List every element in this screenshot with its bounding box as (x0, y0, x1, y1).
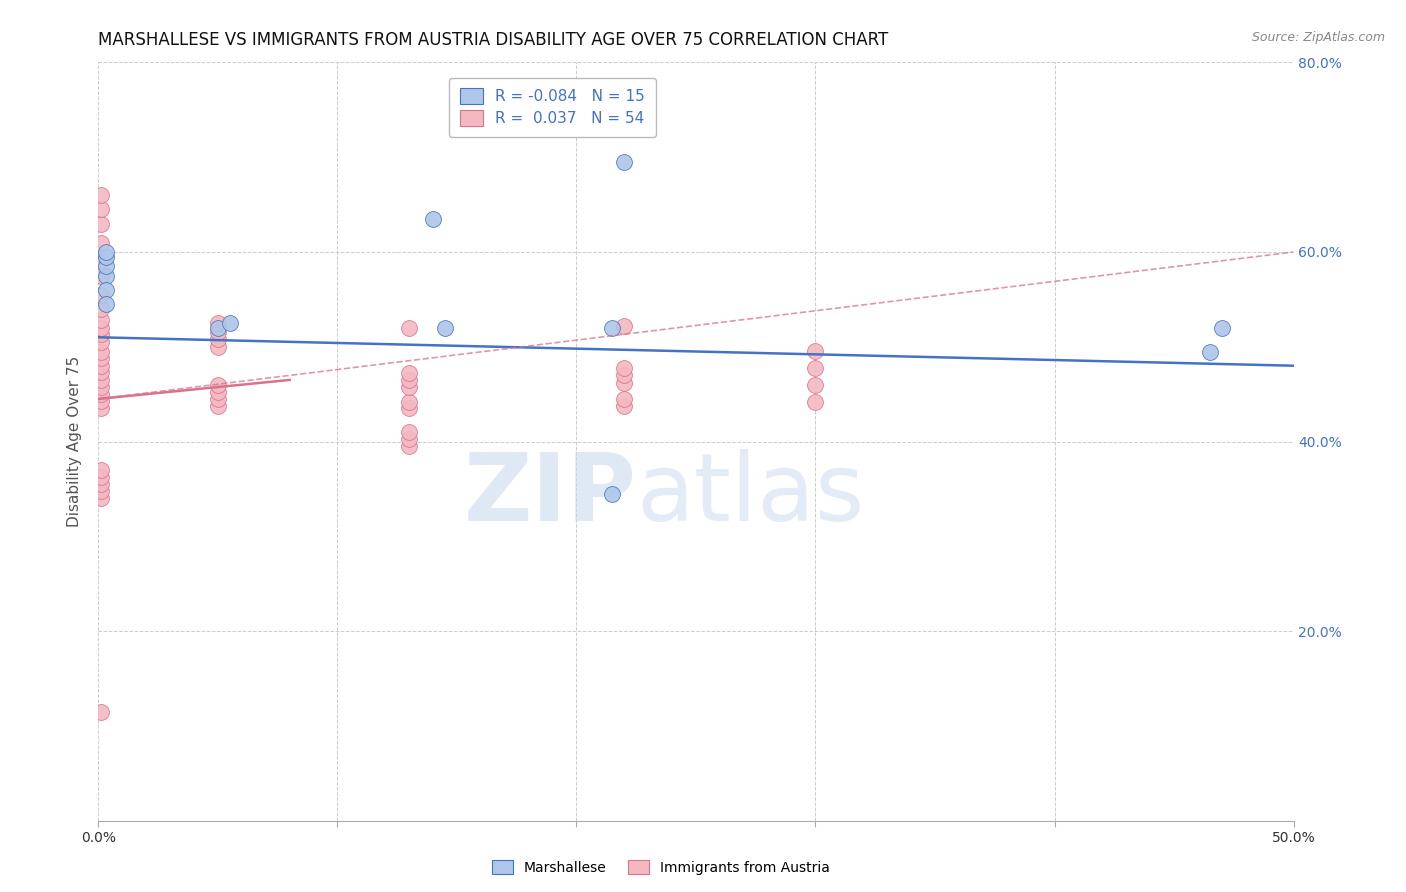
Point (398, 379, 420, 393)
Point (613, 368, 636, 383)
Point (398, 401, 420, 416)
Point (1211, 320, 1233, 334)
Point (398, 439, 420, 453)
Point (613, 399, 636, 413)
Point (94, 283, 117, 297)
Text: atlas: atlas (637, 449, 865, 541)
Point (90, 379, 112, 393)
Point (207, 316, 229, 330)
Point (804, 360, 827, 375)
Point (90, 202, 112, 217)
Point (90, 469, 112, 483)
Point (398, 366, 420, 380)
Point (207, 332, 229, 346)
Text: Source: ZipAtlas.com: Source: ZipAtlas.com (1251, 31, 1385, 45)
Point (94, 244, 117, 259)
Point (90, 373, 112, 387)
Point (207, 392, 229, 406)
Point (398, 320, 420, 334)
Point (219, 316, 242, 330)
Point (207, 385, 229, 400)
Point (94, 297, 117, 311)
Point (90, 359, 112, 373)
Point (613, 360, 636, 375)
Point (602, 486, 624, 500)
Point (90, 287, 112, 301)
Point (398, 425, 420, 439)
Point (90, 313, 112, 327)
Point (1199, 344, 1222, 359)
Point (613, 376, 636, 390)
Point (90, 393, 112, 408)
Point (90, 217, 112, 231)
Point (422, 211, 444, 226)
Point (90, 491, 112, 506)
Legend: Marshallese, Immigrants from Austria: Marshallese, Immigrants from Austria (486, 855, 835, 880)
Point (207, 340, 229, 354)
Point (207, 325, 229, 339)
Point (398, 373, 420, 387)
Point (90, 334, 112, 349)
Point (90, 351, 112, 366)
Point (434, 320, 457, 334)
Point (90, 705, 112, 719)
Point (90, 327, 112, 342)
Point (90, 463, 112, 477)
Point (90, 387, 112, 401)
Text: MARSHALLESE VS IMMIGRANTS FROM AUSTRIA DISABILITY AGE OVER 75 CORRELATION CHART: MARSHALLESE VS IMMIGRANTS FROM AUSTRIA D… (98, 31, 889, 49)
Legend: R = -0.084   N = 15, R =  0.037   N = 54: R = -0.084 N = 15, R = 0.037 N = 54 (450, 78, 655, 137)
Text: ZIP: ZIP (464, 449, 637, 541)
Point (90, 188, 112, 202)
Point (613, 318, 636, 333)
Point (90, 365, 112, 379)
Y-axis label: Disability Age Over 75: Disability Age Over 75 (67, 356, 83, 527)
Point (207, 320, 229, 334)
Point (94, 259, 117, 273)
Point (94, 250, 117, 264)
Point (804, 377, 827, 392)
Point (90, 301, 112, 316)
Point (398, 432, 420, 446)
Point (90, 477, 112, 491)
Point (90, 235, 112, 250)
Point (602, 320, 624, 334)
Point (613, 392, 636, 406)
Point (90, 483, 112, 498)
Point (804, 394, 827, 409)
Point (90, 401, 112, 416)
Point (207, 377, 229, 392)
Point (398, 394, 420, 409)
Point (90, 254, 112, 268)
Point (90, 344, 112, 359)
Point (613, 155, 636, 169)
Point (90, 320, 112, 334)
Point (90, 268, 112, 283)
Point (804, 343, 827, 358)
Point (94, 268, 117, 283)
Point (207, 399, 229, 413)
